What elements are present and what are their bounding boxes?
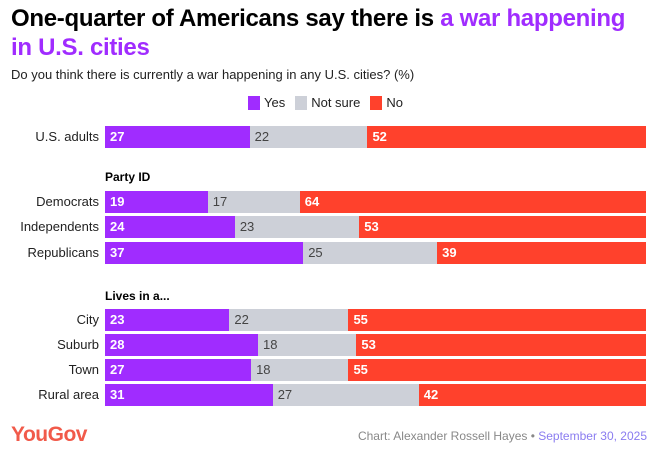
bar-segment-not-sure: 22 [229,309,349,331]
bar-segment-not-sure: 23 [234,216,360,238]
credit-separator: • [527,429,539,443]
title-highlight: a war happening in U.S. cities [11,5,626,61]
bar-segment-not-sure: 27 [272,384,419,406]
bar-segment-yes: 27 [105,126,250,148]
bar-segment-yes: 24 [105,216,235,238]
bar-segment-no: 53 [356,334,646,356]
stacked-bar: 24 23 53 [105,216,646,238]
bar-segment-not-sure: 22 [249,126,368,148]
legend-item-yes: Yes [248,95,285,110]
bar-segment-no: 55 [348,359,646,381]
row-label: City [76,312,99,327]
credit-date: September 30, 2025 [538,429,647,443]
stacked-bar: 31 27 42 [105,384,646,406]
bar-segment-no: 53 [359,216,646,238]
bar-segment-no: 52 [367,126,646,148]
stacked-bar: 19 17 64 [105,191,646,213]
bar-segment-yes: 23 [105,309,230,331]
title-prefix: One-quarter of Americans say there is [11,5,441,32]
yougov-logo: YouGov [11,423,87,446]
bar-segment-yes: 31 [105,384,273,406]
stacked-bar: 37 25 39 [105,242,646,264]
bar-segment-not-sure: 18 [258,334,357,356]
chart-title: One-quarter of Americans say there is a … [11,4,651,62]
section-heading: Lives in a... [105,289,170,303]
bar-segment-not-sure: 18 [251,359,349,381]
legend-label-no: No [386,95,403,110]
legend-item-no: No [370,95,403,110]
chart-credit: Chart: Alexander Rossell Hayes • Septemb… [358,429,647,443]
bar-segment-yes: 19 [105,191,208,213]
legend-swatch-no [370,95,383,110]
credit-author: Chart: Alexander Rossell Hayes [357,429,528,443]
legend: Yes Not sure No [248,95,403,110]
bar-segment-no: 39 [437,242,646,264]
bar-segment-not-sure: 17 [207,191,300,213]
legend-swatch-yes [248,95,260,110]
row-label: Republicans [27,245,99,260]
row-label: Democrats [36,194,99,209]
bar-segment-no: 42 [418,384,646,406]
bar-segment-yes: 28 [105,334,258,356]
legend-swatch-not-sure [295,95,308,110]
chart-subtitle: Do you think there is currently a war ha… [11,67,415,82]
row-label: Town [68,362,99,377]
bar-segment-no: 64 [299,191,646,213]
row-label: Rural area [38,387,99,402]
bar-segment-yes: 27 [105,359,252,381]
bar-segment-no: 55 [348,309,646,331]
bar-segment-yes: 37 [105,242,304,264]
stacked-bar: 27 22 52 [105,126,646,148]
stacked-bar: 28 18 53 [105,334,646,356]
row-label: Independents [20,219,99,234]
stacked-bar: 27 18 55 [105,359,646,381]
row-label: Suburb [57,337,99,352]
legend-label-yes: Yes [264,95,286,110]
bar-segment-not-sure: 25 [303,242,438,264]
legend-label-not-sure: Not sure [311,95,361,110]
section-heading: Party ID [105,170,151,184]
legend-item-not-sure: Not sure [295,95,360,110]
stacked-bar: 23 22 55 [105,309,646,331]
row-label: U.S. adults [35,129,99,144]
